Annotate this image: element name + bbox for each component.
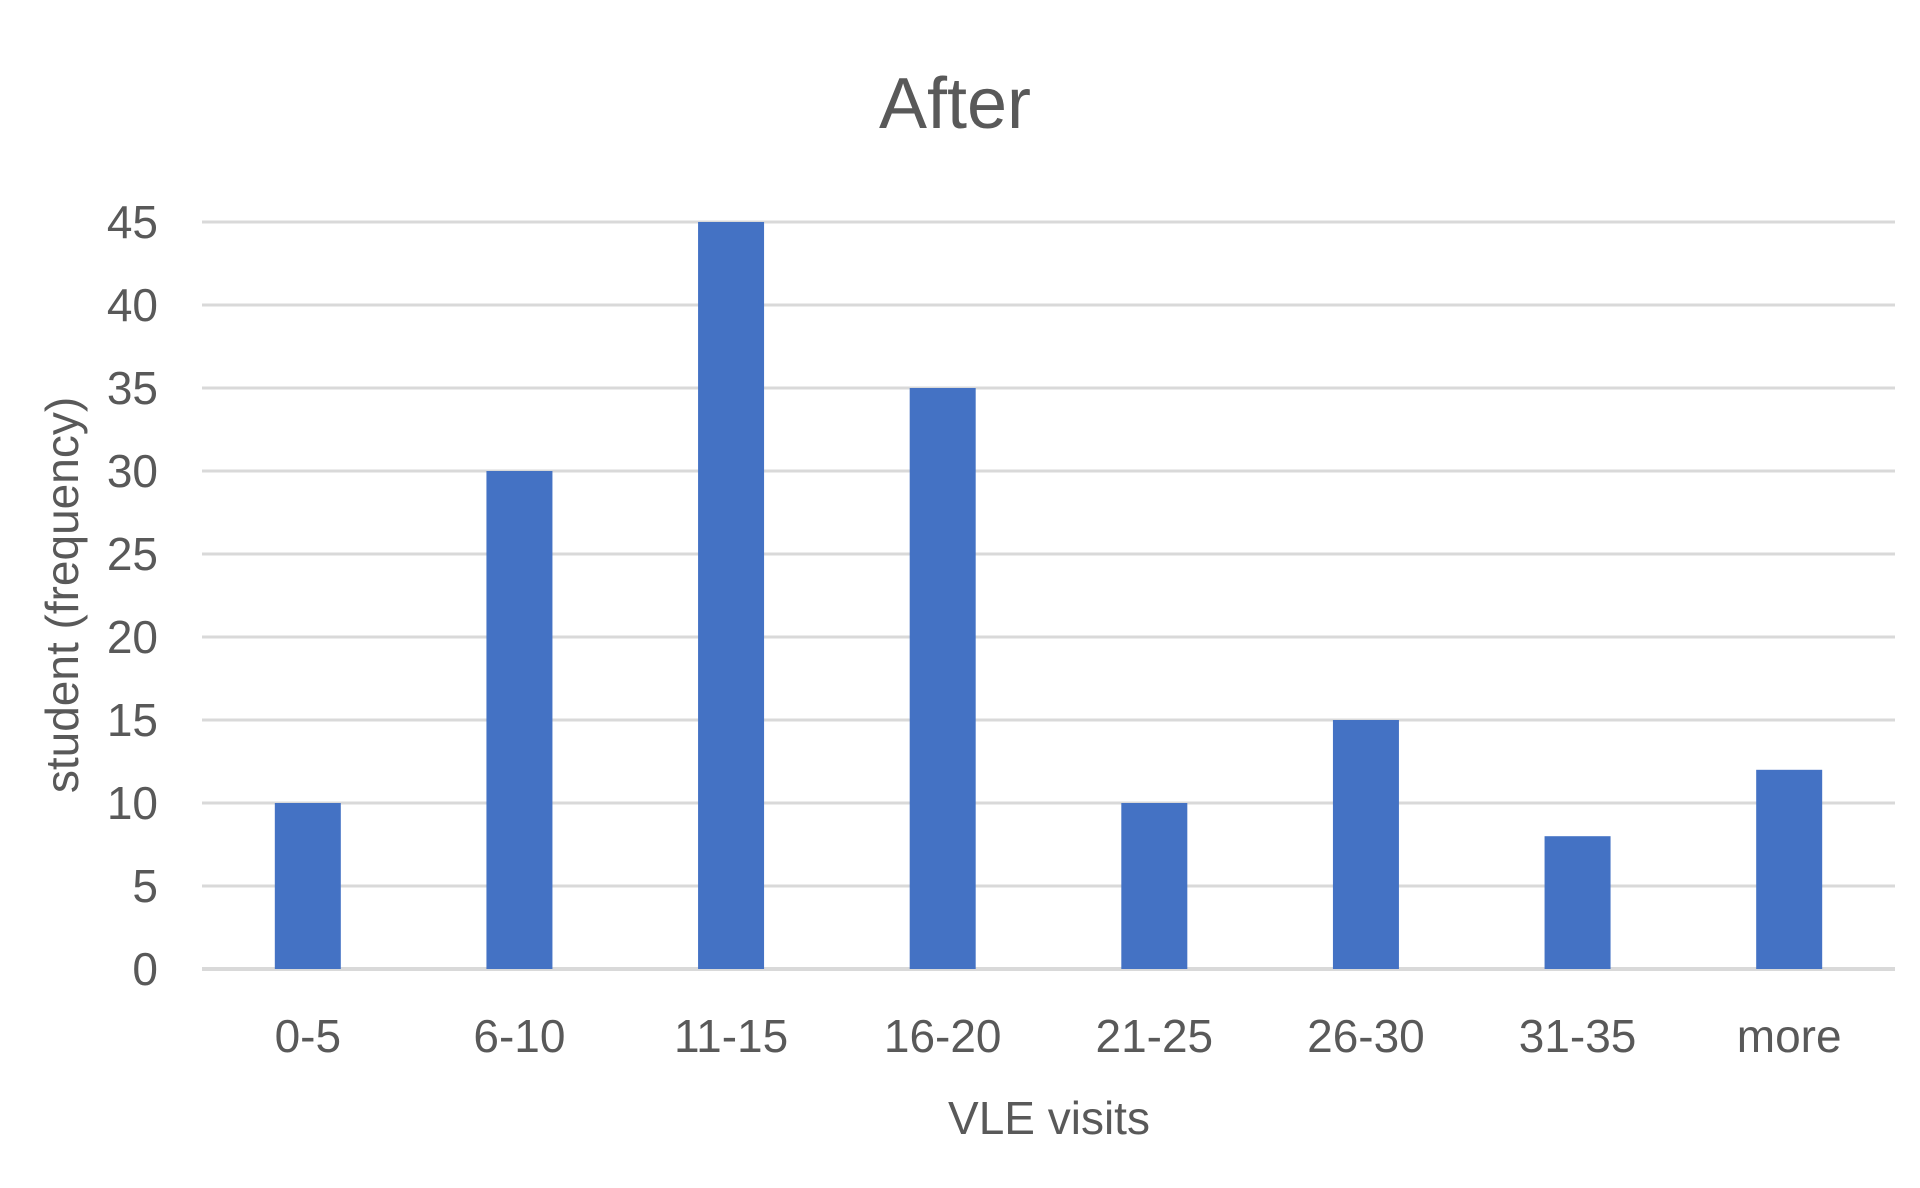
y-axis-title: student (frequency) (36, 397, 88, 793)
y-tick-label: 40 (107, 279, 158, 331)
bar-16-20 (909, 388, 976, 969)
x-tick-label: 11-15 (674, 1010, 788, 1062)
x-axis-title: VLE visits (948, 1092, 1150, 1144)
x-tick-label: 0-5 (275, 1010, 341, 1062)
bar-0-5 (274, 803, 341, 969)
y-tick-label: 30 (107, 445, 158, 497)
bar-21-25 (1121, 803, 1188, 969)
x-tick-label: 31-35 (1519, 1010, 1637, 1062)
bar-11-15 (698, 222, 765, 969)
chart-title: After (879, 64, 1031, 144)
bar-31-35 (1544, 836, 1611, 969)
x-tick-label: more (1737, 1010, 1842, 1062)
x-tick-label: 26-30 (1307, 1010, 1425, 1062)
bar-26-30 (1332, 720, 1399, 969)
x-tick-label: 16-20 (884, 1010, 1002, 1062)
bars (274, 222, 1823, 969)
y-tick-label: 10 (107, 777, 158, 829)
x-tick-label: 21-25 (1095, 1010, 1213, 1062)
bar-more (1756, 769, 1823, 969)
y-tick-label: 5 (132, 860, 158, 912)
y-tick-labels: 0 5 10 15 20 25 30 35 40 45 (107, 196, 158, 995)
x-tick-label: 6-10 (473, 1010, 565, 1062)
gridlines (202, 220, 1895, 971)
y-tick-label: 35 (107, 362, 158, 414)
y-tick-label: 0 (132, 943, 158, 995)
bar-6-10 (486, 471, 553, 969)
x-tick-labels: 0-5 6-10 11-15 16-20 21-25 26-30 31-35 more (275, 1010, 1842, 1062)
y-tick-label: 20 (107, 611, 158, 663)
y-tick-label: 25 (107, 528, 158, 580)
y-tick-label: 45 (107, 196, 158, 248)
y-tick-label: 15 (107, 694, 158, 746)
